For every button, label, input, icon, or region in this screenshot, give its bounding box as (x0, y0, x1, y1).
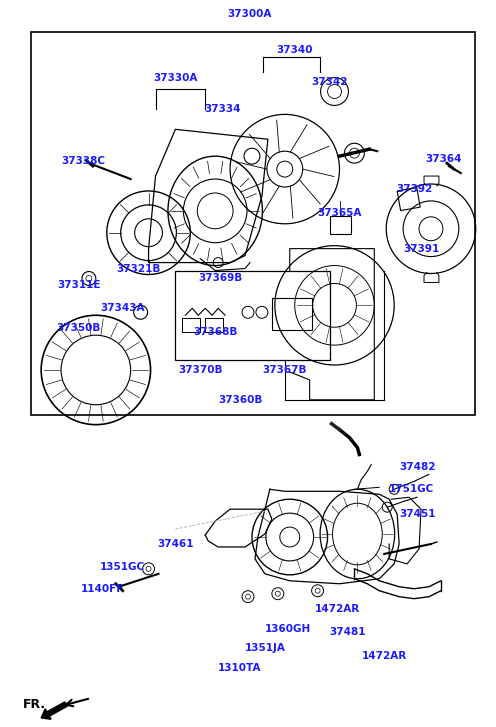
Bar (272, 298, 311, 330)
Text: 37368B: 37368B (193, 327, 238, 337)
Bar (31, 32, 475, 414)
Text: 37364: 37364 (426, 154, 462, 164)
Text: 1472AR: 1472AR (362, 651, 407, 662)
Text: 37392: 37392 (396, 184, 432, 194)
Text: 37481: 37481 (329, 627, 366, 638)
Text: 37370B: 37370B (178, 365, 223, 375)
Bar (205, 318, 223, 332)
Text: 37338C: 37338C (61, 156, 105, 166)
Text: 37367B: 37367B (262, 365, 307, 375)
Text: 1140FF: 1140FF (81, 584, 124, 594)
FancyArrow shape (41, 702, 67, 719)
Text: 37342: 37342 (311, 76, 348, 87)
Text: FR.: FR. (23, 698, 47, 710)
Text: 37365A: 37365A (317, 208, 362, 218)
Bar (176, 270, 329, 360)
Text: 37482: 37482 (399, 462, 435, 473)
Bar (397, 188, 420, 211)
Text: 37321B: 37321B (117, 263, 161, 273)
Text: 37340: 37340 (276, 45, 313, 55)
Bar (329, 216, 352, 234)
Text: 1360GH: 1360GH (265, 624, 311, 633)
Text: 1472AR: 1472AR (315, 603, 360, 614)
Text: 1351JA: 1351JA (245, 643, 285, 654)
Text: 1751GC: 1751GC (389, 484, 434, 494)
Text: 37461: 37461 (157, 539, 193, 549)
Text: 37350B: 37350B (57, 324, 101, 333)
Text: 1351GC: 1351GC (100, 562, 145, 572)
Text: 37311E: 37311E (57, 281, 101, 291)
Text: 37369B: 37369B (198, 273, 242, 284)
Bar (183, 318, 200, 332)
Text: 37360B: 37360B (218, 395, 262, 405)
Text: 37451: 37451 (399, 509, 435, 519)
Text: 37300A: 37300A (228, 9, 272, 19)
Text: 37343A: 37343A (101, 303, 145, 313)
Text: 37391: 37391 (403, 244, 439, 254)
Text: 37330A: 37330A (153, 73, 197, 83)
Text: 37334: 37334 (204, 105, 241, 114)
Text: 1310TA: 1310TA (218, 663, 262, 673)
